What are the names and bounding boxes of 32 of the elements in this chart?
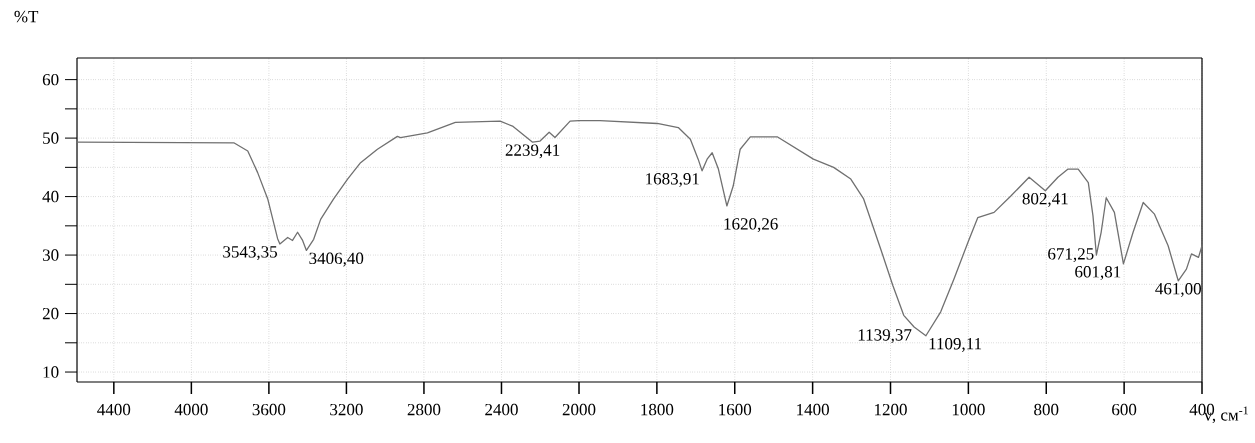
x-tick-label: 3600 (252, 403, 286, 416)
x-tick-label: 1400 (797, 403, 829, 416)
annotation: 1620,26 (724, 218, 778, 233)
y-tick-label: 40 (42, 190, 59, 203)
x-tick-label: 4400 (97, 403, 131, 416)
annotation: 3543,35 (223, 246, 278, 261)
x-tick-label: 600 (1112, 403, 1137, 416)
x-tick-label: 1600 (719, 403, 752, 416)
annotation: 671,25 (1048, 248, 1094, 262)
x-tick-label: 2400 (485, 403, 518, 416)
annotation: 2239,41 (505, 144, 560, 159)
y-tick-label: 50 (43, 132, 59, 144)
annotation: 1683,91 (646, 173, 699, 187)
y-axis-title: %T (14, 10, 39, 23)
x-tick-label: 2000 (562, 403, 596, 416)
x-tick-label: 3200 (330, 403, 363, 416)
y-tick-label: 60 (42, 73, 59, 86)
x-tick-label: 1200 (875, 403, 907, 416)
annotation: 1109,11 (929, 337, 982, 352)
annotation: 1139,37 (858, 329, 912, 344)
x-tick-label: 800 (1034, 403, 1059, 416)
x-tick-label: 2800 (407, 403, 441, 416)
y-tick-label: 10 (43, 366, 59, 378)
annotation: 601,81 (1075, 266, 1121, 280)
y-tick-label: 20 (42, 307, 59, 320)
x-tick-label: 1800 (641, 403, 674, 416)
annotation: 3406,40 (309, 252, 364, 267)
annotation: 802,41 (1022, 192, 1068, 207)
y-tick-label: 30 (42, 249, 59, 261)
annotation: 461,00 (1155, 283, 1201, 297)
x-tick-label: 4000 (174, 403, 208, 416)
x-tick-label: 1000 (952, 403, 985, 416)
